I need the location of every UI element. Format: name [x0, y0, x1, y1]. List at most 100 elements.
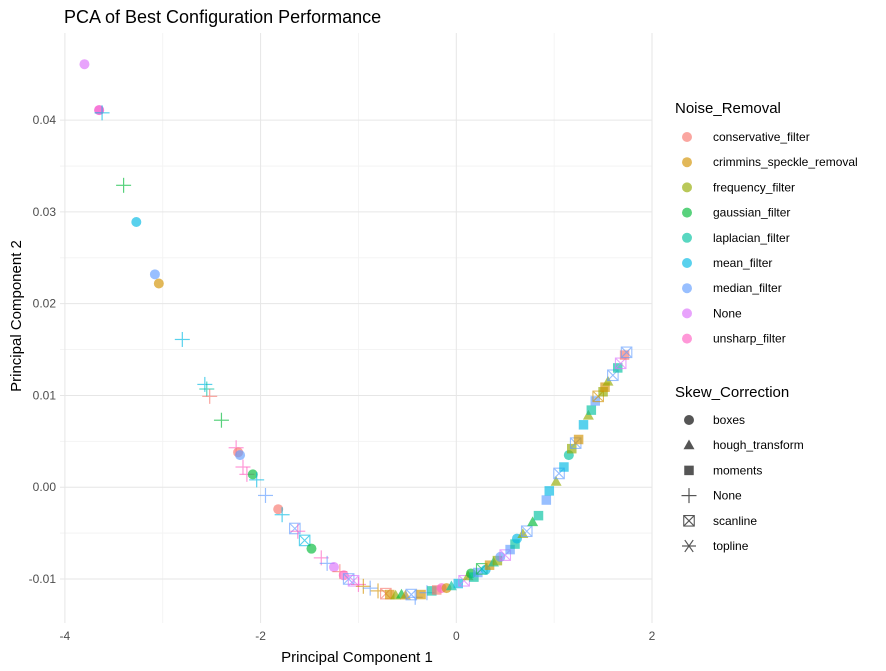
data-point — [416, 589, 426, 600]
y-tick-label: 0.02 — [33, 297, 57, 311]
data-point — [328, 562, 339, 573]
data-point — [249, 472, 265, 488]
data-point — [544, 486, 555, 496]
data-point — [573, 434, 584, 445]
y-tick-label: 0.01 — [33, 388, 57, 402]
legend-key-mean-filter — [682, 258, 692, 268]
x-tick-label: 0 — [453, 629, 460, 643]
legend-label-mean-filter: mean_filter — [713, 256, 772, 270]
data-point — [607, 369, 619, 382]
data-point — [614, 357, 627, 370]
y-tick-label: 0.04 — [33, 113, 57, 127]
data-point — [235, 450, 246, 461]
noise-removal-legend: Noise_Removal conservative_filtercrimmin… — [675, 100, 858, 346]
legend-label-frequency-filter: frequency_filter — [713, 180, 795, 194]
x-tick-label: 2 — [649, 629, 656, 643]
data-point — [153, 278, 164, 289]
data-point — [619, 350, 630, 360]
legend-label-median-filter: median_filter — [713, 281, 782, 295]
legend-key-None — [681, 488, 697, 504]
data-point — [355, 578, 371, 594]
legend-label-laplacian-filter: laplacian_filter — [713, 231, 790, 245]
legend-key-None — [682, 308, 692, 319]
data-point — [533, 510, 544, 521]
grid-lines — [60, 33, 653, 623]
x-tick-label: -4 — [60, 629, 71, 643]
data-point — [257, 487, 273, 503]
legend-label-None: None — [713, 489, 742, 503]
data-point — [131, 217, 142, 228]
data-point — [431, 585, 442, 595]
legend-key-boxes — [684, 415, 694, 425]
data-point — [149, 269, 160, 280]
legend-label-boxes: boxes — [713, 413, 745, 427]
legend-label-crimmins-speckle-removal: crimmins_speckle_removal — [713, 155, 858, 169]
data-point — [289, 522, 301, 535]
skew-correction-legend-title: Skew_Correction — [675, 384, 789, 401]
legend-label-scanline: scanline — [713, 514, 757, 528]
data-point — [79, 59, 90, 70]
legend-label-moments: moments — [713, 463, 762, 477]
data-point — [510, 539, 520, 549]
legend-label-unsharp-filter: unsharp_filter — [713, 332, 786, 346]
data-point — [247, 469, 258, 480]
data-point — [385, 589, 395, 600]
data-point — [453, 578, 464, 589]
noise-removal-legend-title: Noise_Removal — [675, 100, 781, 117]
data-point — [520, 525, 533, 538]
data-point — [559, 462, 569, 472]
x-axis-title: Principal Component 1 — [281, 649, 433, 666]
data-points — [79, 59, 633, 605]
data-point — [505, 544, 515, 555]
legend-key-frequency-filter — [682, 182, 692, 193]
data-point — [550, 475, 562, 486]
y-tick-label: 0.03 — [33, 205, 57, 219]
data-point — [273, 504, 284, 515]
y-axis-title: Principal Component 2 — [8, 240, 25, 392]
legend-key-moments — [684, 465, 694, 476]
data-point — [298, 534, 311, 547]
legend-label-gaussian-filter: gaussian_filter — [713, 206, 790, 220]
data-point — [578, 420, 589, 430]
data-point — [590, 396, 600, 406]
legend-label-hough-transform: hough_transform — [713, 438, 804, 452]
legend-key-median-filter — [682, 283, 692, 294]
data-point — [362, 580, 378, 596]
legend-key-hough-transform — [683, 439, 695, 450]
legend-label-topline: topline — [713, 539, 749, 553]
y-axis-ticks: -0.01 0.00 0.01 0.02 0.03 0.04 — [29, 113, 57, 586]
legend-key-scanline — [683, 514, 695, 527]
data-point — [202, 388, 218, 404]
x-axis-ticks: -4 -2 0 2 — [60, 629, 656, 643]
data-point — [274, 507, 290, 523]
y-tick-label: -0.01 — [29, 572, 57, 586]
data-point — [290, 523, 306, 539]
data-point — [541, 495, 552, 505]
y-tick-label: 0.00 — [33, 480, 57, 494]
data-point — [174, 331, 190, 347]
chart-title: PCA of Best Configuration Performance — [64, 7, 381, 27]
x-tick-label: -2 — [255, 629, 266, 643]
legend-key-conservative-filter — [682, 132, 692, 142]
data-point — [94, 105, 110, 121]
data-point — [613, 363, 623, 373]
data-point — [427, 586, 437, 596]
data-point — [620, 346, 633, 359]
data-point — [213, 412, 229, 428]
data-point — [517, 528, 529, 538]
legend-key-crimmins-speckle-removal — [682, 157, 692, 168]
legend-key-laplacian-filter — [682, 232, 692, 243]
data-point — [586, 405, 597, 415]
data-point — [527, 516, 539, 527]
data-point — [600, 382, 610, 392]
legend-label-None: None — [713, 306, 742, 320]
legend-label-conservative-filter: conservative_filter — [713, 130, 810, 144]
legend-key-topline — [682, 539, 696, 553]
data-point — [116, 177, 132, 193]
data-point — [235, 459, 251, 475]
data-point — [199, 381, 215, 397]
legend-key-gaussian-filter — [682, 207, 692, 218]
legend-key-unsharp-filter — [682, 333, 692, 344]
skew-correction-legend: Skew_Correction boxes hough_transformmome… — [675, 384, 804, 553]
